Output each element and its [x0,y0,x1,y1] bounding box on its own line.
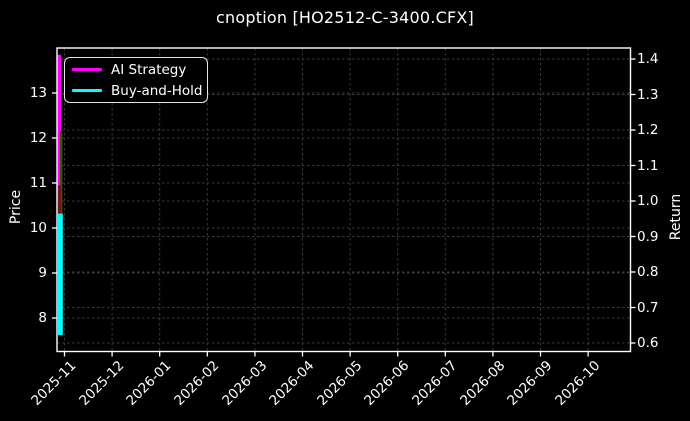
series-spike-ai-strategy [57,54,62,199]
price-tick-label: 8 [38,310,47,326]
return-tick-label: 0.6 [637,335,659,351]
plot-border [56,47,632,353]
legend: AI Strategy Buy-and-Hold [64,57,208,103]
price-tick-label: 9 [38,265,47,281]
price-tick-label: 12 [29,130,47,146]
buy-and-hold-line-swatch-icon [72,89,102,92]
return-tick-label: 1.3 [637,86,659,103]
price-tick-label: 11 [29,175,47,191]
return-tick-label: 1.0 [637,193,659,209]
price-tick-label: 10 [29,220,47,236]
return-tick-label: 1.4 [637,51,659,67]
legend-item-buy-and-hold: Buy-and-Hold [72,82,203,99]
legend-label: AI Strategy [111,61,187,78]
return-tick-label: 0.9 [637,228,659,245]
chart-title: cnoption [HO2512-C-3400.CFX] [216,8,474,27]
return-tick-label: 1.1 [637,157,659,174]
ai-strategy-line-swatch-icon [72,68,102,71]
legend-label: Buy-and-Hold [111,82,203,99]
legend-item-ai-strategy: AI Strategy [72,62,200,78]
return-tick-label: 0.8 [637,264,659,280]
series-overlap-olive [60,131,63,217]
return-tick-label: 1.2 [637,122,659,138]
series-spike-buy-and-hold [58,213,63,336]
price-tick-label: 13 [29,85,47,101]
return-tick-label: 0.7 [637,299,659,316]
series-overlap-maroon [57,185,61,217]
